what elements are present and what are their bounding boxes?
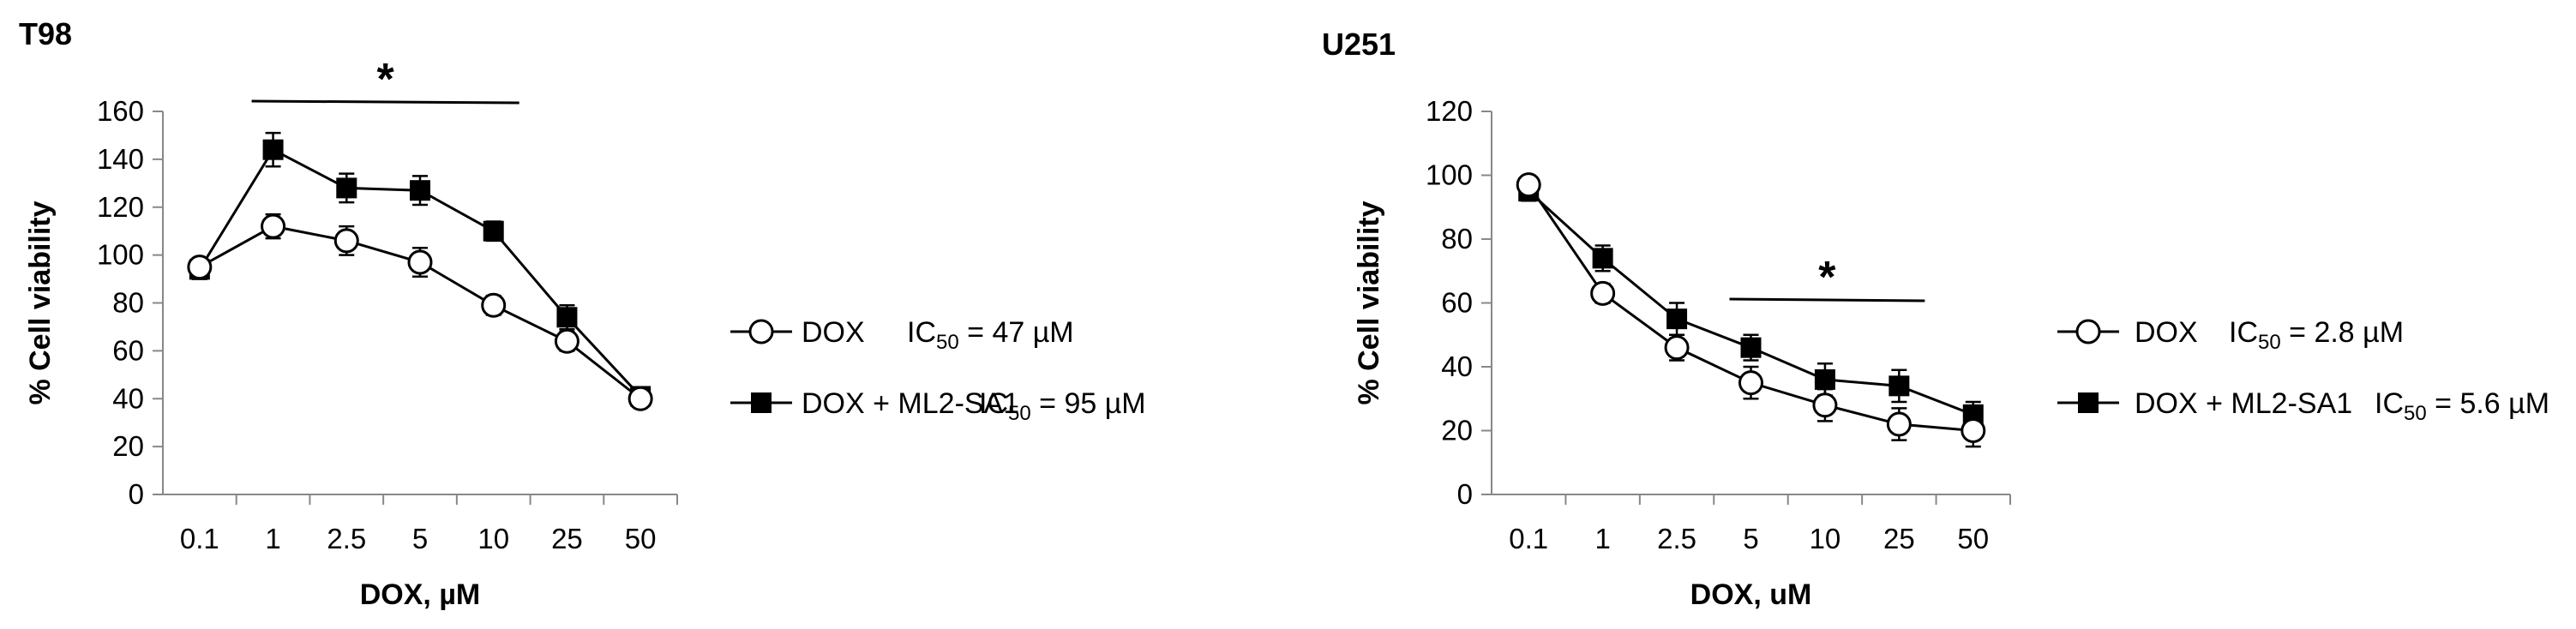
data-point-circle — [1961, 418, 1986, 443]
chart-1: T98 0 20 40 60 80 100 120 140 160 0.1 1 2.5 5 10 25 50 % … — [19, 16, 1146, 611]
y-axis-label: % Cell viability — [24, 201, 57, 404]
data-point-square — [1592, 248, 1613, 269]
legend-item: DOX + ML2-SA1 IC50 = 5.6 µM — [2057, 387, 2549, 425]
legend-marker-square — [2078, 392, 2099, 413]
data-point-circle — [333, 228, 359, 254]
data-point-circle — [1664, 335, 1690, 361]
legend-marker-square — [751, 392, 772, 413]
data-point-square — [556, 307, 578, 328]
chart-title: U251 — [1322, 27, 1396, 62]
legend-ic50: IC50 = 5.6 µM — [2375, 387, 2549, 425]
x-tick-label: 5 — [1743, 523, 1758, 554]
data-point-square — [410, 180, 430, 201]
x-tick-label: 1 — [1594, 523, 1610, 554]
data-point-square — [483, 220, 504, 242]
x-tick-label: 1 — [265, 523, 280, 554]
legend-label: DOX + ML2-SA1 — [802, 387, 1019, 420]
x-tick-label: 2.5 — [327, 523, 366, 554]
y-tick-label: 40 — [1441, 350, 1473, 382]
y-tick-label: 60 — [1441, 287, 1473, 319]
data-point-square — [1740, 337, 1762, 358]
data-point-circle — [1886, 411, 1912, 437]
data-point-circle — [261, 213, 286, 239]
data-point-circle — [1738, 370, 1763, 396]
x-tick-label: 50 — [1957, 523, 1989, 554]
legend-item: DOX IC50 = 2.8 µM — [2057, 316, 2404, 354]
data-point-circle — [1590, 280, 1616, 306]
data-point-circle — [554, 328, 579, 354]
x-tick-label: 2.5 — [1657, 523, 1696, 554]
data-point-square — [262, 139, 284, 160]
data-point-square — [336, 177, 357, 199]
x-tick-label: 0.1 — [180, 523, 219, 554]
x-tick-label: 25 — [551, 523, 583, 554]
significance-bar — [251, 99, 519, 105]
data-point-circle — [1812, 392, 1838, 418]
x-tick-label: 50 — [625, 523, 657, 554]
y-tick-label: 80 — [112, 287, 144, 319]
y-tick-label: 160 — [97, 95, 144, 127]
x-tick-label: 25 — [1883, 523, 1915, 554]
legend-ic50: IC50 = 95 µM — [979, 387, 1146, 425]
y-tick-label: 120 — [1426, 95, 1473, 127]
significance-asterisk: * — [377, 55, 395, 105]
y-tick-label: 120 — [97, 191, 144, 223]
y-tick-label: 20 — [112, 430, 144, 462]
significance-bar — [1729, 297, 1925, 303]
data-point-square — [1888, 375, 1910, 397]
legend-marker-circle — [748, 319, 774, 344]
y-tick-label: 0 — [1457, 478, 1473, 510]
x-axis-label: DOX, µM — [360, 578, 480, 611]
y-tick-label: 100 — [1426, 159, 1473, 191]
y-tick-label: 60 — [112, 334, 144, 366]
y-tick-label: 140 — [97, 143, 144, 175]
y-tick-label: 80 — [1441, 223, 1473, 255]
y-tick-label: 20 — [1441, 415, 1473, 446]
data-point-square — [1666, 309, 1688, 330]
x-tick-label: 5 — [412, 523, 428, 554]
legend-label: DOX — [802, 316, 865, 349]
data-point-circle — [1516, 172, 1541, 198]
legend-label: DOX + ML2-SA1 — [2135, 387, 2352, 420]
x-tick-label: 0.1 — [1509, 523, 1548, 554]
y-tick-label: 0 — [129, 478, 144, 510]
x-axis-label: DOX, uM — [1690, 578, 1812, 611]
x-tick-label: 10 — [477, 523, 509, 554]
x-tick-label: 10 — [1810, 523, 1841, 554]
y-tick-label: 40 — [112, 382, 144, 414]
legend-ic50: IC50 = 2.8 µM — [2229, 316, 2404, 354]
data-point-circle — [187, 255, 213, 280]
data-point-circle — [481, 292, 507, 318]
data-point-circle — [407, 249, 433, 275]
legend-ic50: IC50 = 47 µM — [907, 316, 1074, 354]
chart-title: T98 — [19, 16, 72, 51]
data-point-square — [1814, 368, 1835, 390]
legend-item: DOX IC50 = 47 µM — [730, 316, 1074, 354]
y-tick-label: 100 — [97, 239, 144, 271]
y-axis-label: % Cell viability — [1353, 201, 1385, 404]
chart-2: U251 0 20 40 60 80 100 120 0.1 1 2.5 5 10 25 50 % Cell … — [1322, 27, 2549, 611]
significance-asterisk: * — [1818, 253, 1836, 303]
data-point-circle — [627, 386, 653, 411]
legend-marker-circle — [2075, 319, 2101, 344]
legend-label: DOX — [2135, 316, 2198, 349]
